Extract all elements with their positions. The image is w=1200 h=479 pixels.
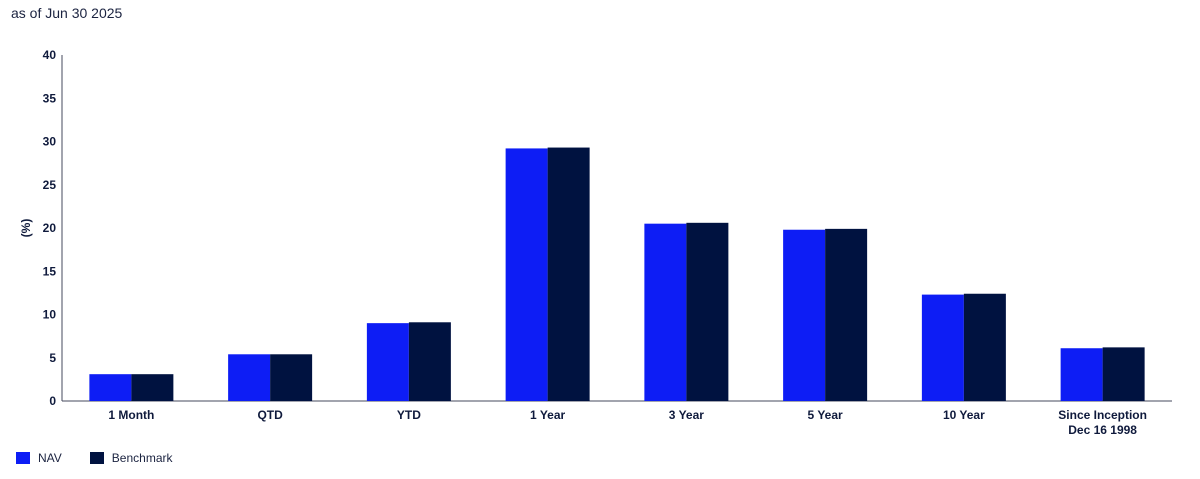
y-tick-label-30: 30 bbox=[43, 135, 57, 149]
chart-subtitle: as of Jun 30 2025 bbox=[11, 5, 123, 21]
bar-chart: (%) 0 5 10 15 20 25 30 35 40 1 Month QTD YTD 1 Year 3 … bbox=[19, 48, 1172, 437]
legend-swatch-benchmark bbox=[89, 452, 104, 464]
y-tick-label-5: 5 bbox=[49, 351, 56, 365]
chart-legend: NAV Benchmark bbox=[16, 451, 201, 465]
y-axis-label: (%) bbox=[19, 219, 33, 238]
bar-nav-1 bbox=[228, 354, 271, 401]
y-tick-label-15: 15 bbox=[43, 264, 57, 278]
y-tick-label-0: 0 bbox=[49, 394, 56, 408]
x-tick-label-2: YTD bbox=[397, 408, 421, 422]
bar-nav-2 bbox=[366, 323, 409, 401]
bar-benchmark-2 bbox=[408, 322, 451, 401]
bar-benchmark-5 bbox=[825, 228, 868, 401]
bar-benchmark-7 bbox=[1102, 347, 1145, 401]
y-tick-label-20: 20 bbox=[43, 221, 57, 235]
bar-nav-3 bbox=[505, 148, 548, 401]
bar-nav-5 bbox=[783, 229, 826, 401]
bar-nav-6 bbox=[921, 294, 964, 401]
bar-nav-0 bbox=[89, 374, 132, 401]
y-tick-label-25: 25 bbox=[43, 178, 57, 192]
x-tick-label-3: 1 Year bbox=[530, 408, 565, 422]
bar-benchmark-0 bbox=[131, 374, 174, 401]
y-tick-label-10: 10 bbox=[43, 308, 57, 322]
bar-benchmark-6 bbox=[963, 293, 1006, 401]
legend-item-nav: NAV bbox=[16, 451, 62, 465]
bar-benchmark-3 bbox=[547, 147, 590, 401]
legend-item-benchmark: Benchmark bbox=[89, 451, 173, 465]
x-tick-label-5: 5 Year bbox=[808, 408, 843, 422]
bar-nav-7 bbox=[1060, 348, 1103, 401]
bar-benchmark-1 bbox=[270, 354, 313, 401]
x-tick-label-0: 1 Month bbox=[108, 408, 154, 422]
x-tick-label-4: 3 Year bbox=[669, 408, 704, 422]
x-tick-label-6: 10 Year bbox=[943, 408, 985, 422]
x-tick-label-7: Since Inception Dec 16 1998 bbox=[1058, 408, 1147, 437]
bar-nav-4 bbox=[644, 223, 687, 401]
legend-label-benchmark: Benchmark bbox=[111, 451, 173, 465]
bar-benchmark-4 bbox=[686, 222, 729, 401]
y-tick-label-40: 40 bbox=[43, 48, 57, 62]
y-tick-label-35: 35 bbox=[43, 91, 57, 105]
x-tick-label-1: QTD bbox=[257, 408, 283, 422]
legend-swatch-nav bbox=[16, 452, 30, 464]
legend-label-nav: NAV bbox=[38, 451, 62, 465]
